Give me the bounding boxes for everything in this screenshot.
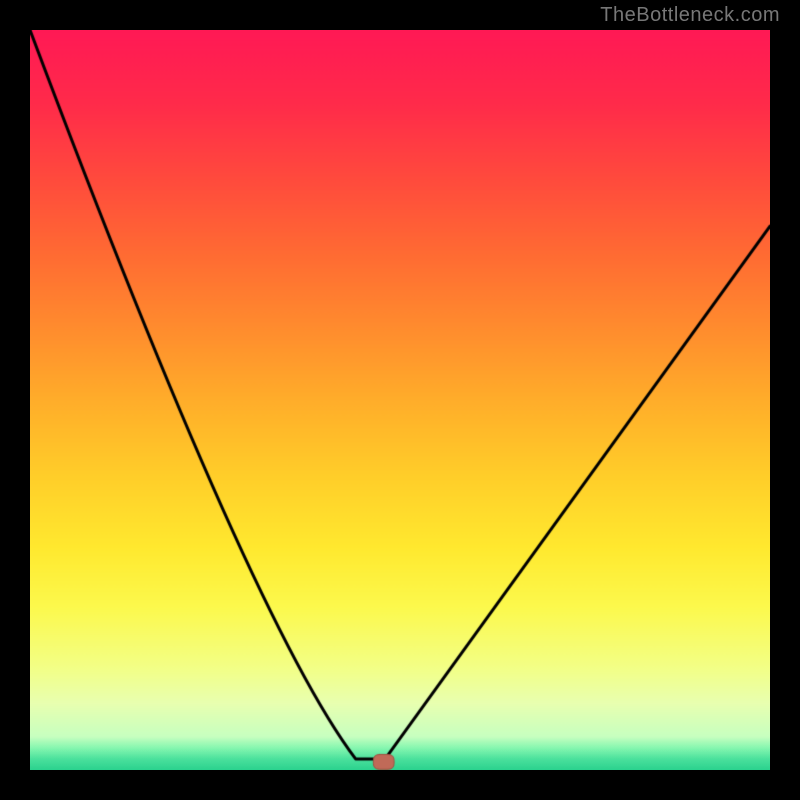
plot-area xyxy=(30,30,770,770)
chart-container: TheBottleneck.com xyxy=(0,0,800,800)
bottleneck-curve-chart xyxy=(30,30,770,770)
watermark-text: TheBottleneck.com xyxy=(600,4,780,27)
